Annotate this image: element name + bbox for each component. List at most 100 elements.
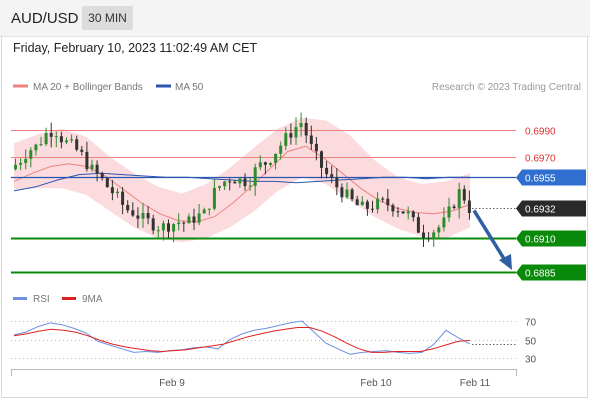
bollinger-band	[14, 117, 470, 243]
forecast-arrow	[472, 209, 508, 263]
candle	[274, 153, 278, 170]
candle	[167, 219, 170, 238]
candle	[207, 208, 211, 216]
candle	[432, 229, 436, 247]
candle	[365, 199, 369, 216]
copyright-credit: Research © 2023 Trading Central	[432, 82, 581, 93]
candle	[34, 143, 38, 156]
candle	[355, 195, 359, 206]
level-label-last: 0.6932	[525, 205, 556, 216]
timeframe-badge[interactable]: 30 MIN	[82, 6, 133, 30]
rsi-tick-30: 30	[525, 355, 537, 366]
candle	[457, 182, 461, 219]
candle	[105, 177, 109, 188]
rsi-ma-line	[13, 327, 471, 353]
candle	[401, 211, 405, 214]
candle	[54, 131, 58, 148]
candle	[304, 117, 308, 144]
level-label-r1: 0.6970	[525, 154, 556, 165]
candle	[263, 161, 267, 175]
candle	[325, 160, 329, 179]
level-label-r2: 0.6990	[525, 127, 556, 138]
candle	[44, 127, 48, 146]
timestamp: Friday, February 10, 2023 11:02:49 AM CE…	[13, 41, 258, 55]
candle	[437, 224, 441, 240]
candle	[182, 221, 186, 232]
candle	[197, 204, 201, 226]
candle	[340, 183, 344, 203]
candle	[360, 196, 364, 206]
candle	[381, 196, 385, 203]
candle	[447, 197, 451, 222]
candle	[294, 117, 298, 145]
candle	[202, 207, 206, 214]
rsi-ma-legend-swatch	[62, 297, 76, 300]
candle	[427, 232, 431, 242]
candle	[391, 203, 395, 217]
level-tag-s2: 0.6885	[516, 264, 586, 281]
candle	[442, 207, 446, 232]
candle	[462, 185, 466, 204]
candle	[49, 122, 53, 148]
candle	[24, 149, 28, 170]
candle	[284, 127, 288, 151]
x-tick-feb10: Feb 10	[360, 378, 392, 389]
candle	[156, 226, 160, 238]
candle	[90, 159, 94, 172]
candle	[110, 179, 114, 201]
header-bar: AUD/USD 30 MIN	[0, 0, 590, 37]
level-label-pivot: 0.6955	[525, 174, 556, 185]
ma50-legend-label: MA 50	[175, 82, 204, 93]
ma50-legend-swatch	[156, 84, 171, 88]
rsi-legend-swatch	[13, 297, 27, 300]
x-tick-feb9: Feb 9	[159, 378, 185, 389]
level-tag-pivot: 0.6955	[516, 169, 586, 186]
candle	[289, 123, 293, 145]
candle	[187, 213, 191, 224]
rsi-tick-50: 50	[525, 337, 537, 348]
candle	[320, 150, 323, 179]
forecast-arrow-head	[499, 254, 512, 270]
candle	[177, 213, 181, 231]
candle	[95, 160, 99, 182]
candle	[121, 187, 125, 215]
candle	[299, 112, 303, 137]
candle	[422, 224, 425, 247]
candle	[350, 187, 354, 202]
candle	[136, 207, 140, 228]
candle	[75, 135, 79, 152]
level-label-s1: 0.6910	[525, 235, 556, 246]
rsi-tick-70: 70	[525, 318, 537, 329]
level-tag-s1: 0.6910	[516, 230, 586, 247]
candle	[309, 125, 313, 150]
candle	[59, 131, 63, 149]
candle	[85, 141, 89, 172]
instrument-title: AUD/USD	[11, 10, 79, 27]
candle	[330, 165, 334, 184]
candle	[467, 190, 471, 220]
ma20-legend-label: MA 20 + Bollinger Bands	[33, 82, 143, 93]
candle	[253, 163, 257, 196]
candle	[126, 200, 130, 214]
candle	[452, 204, 456, 210]
candle	[269, 162, 272, 167]
candle	[233, 180, 237, 184]
candle	[131, 202, 135, 217]
candle	[19, 158, 23, 171]
candle	[243, 173, 247, 191]
candle	[29, 147, 33, 168]
candle	[335, 168, 339, 196]
candle	[223, 180, 227, 190]
candle	[416, 212, 420, 233]
chart-frame	[1, 36, 588, 398]
candle	[141, 203, 145, 228]
candle	[406, 206, 410, 220]
candle	[14, 158, 17, 171]
candle	[161, 220, 165, 241]
level-tag-last: 0.6932	[516, 200, 586, 217]
candle	[376, 192, 380, 214]
candle	[151, 214, 155, 235]
candle	[212, 178, 216, 211]
candle	[39, 136, 43, 147]
